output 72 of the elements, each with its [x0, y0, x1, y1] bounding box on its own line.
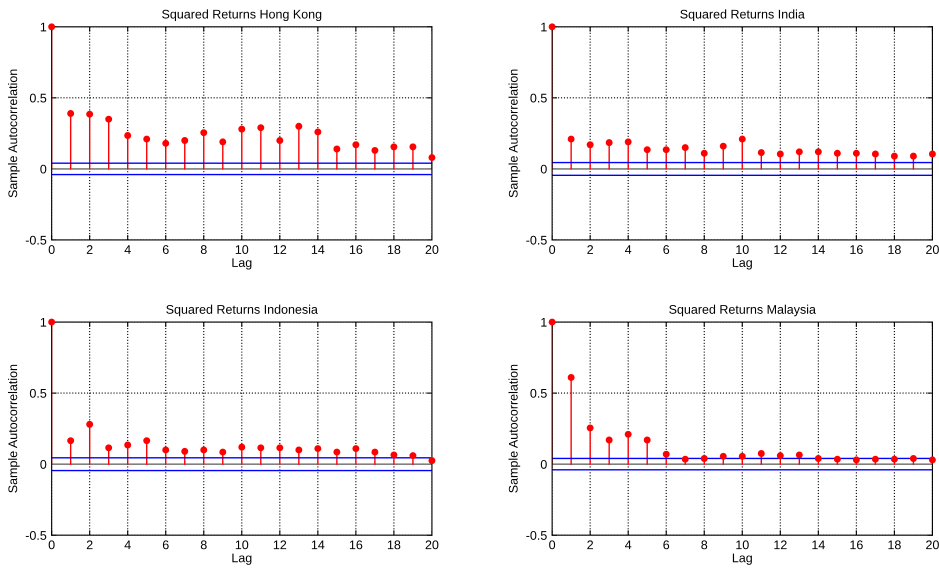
x-axis-title: Lag	[732, 258, 752, 270]
x-tick-label: 6	[162, 540, 169, 550]
y-tick-label: 0.5	[530, 94, 547, 102]
x-tick-label: 4	[124, 245, 131, 254]
y-tick-label: 0.5	[30, 388, 46, 398]
y-tick-label: 0	[540, 164, 547, 174]
x-tick-label: 20	[926, 245, 939, 254]
y-tick-label: 0.5	[30, 94, 46, 102]
x-tick-label: 10	[736, 540, 749, 550]
x-tick-label: 8	[701, 245, 708, 254]
y-tick-label: 0.5	[530, 388, 547, 398]
x-tick-label: 14	[812, 540, 825, 550]
y-tick-label: 1	[541, 318, 547, 327]
y-tick-label: 1	[40, 318, 46, 327]
x-tick-label: 0	[549, 245, 556, 254]
y-tick-label: 1	[541, 22, 547, 32]
y-axis-title: Sample Autocorrelation	[508, 364, 520, 493]
y-axis-title: Sample Autocorrelation	[8, 70, 20, 198]
x-tick-label: 10	[236, 540, 248, 550]
x-tick-label: 20	[926, 540, 939, 550]
x-tick-label: 12	[774, 245, 787, 254]
x-tick-label: 20	[426, 540, 438, 550]
x-tick-label: 2	[587, 540, 594, 550]
x-tick-label: 18	[888, 540, 901, 550]
chart-title: Squared Returns Malaysia	[669, 304, 816, 316]
y-axis-title: Sample Autocorrelation	[508, 70, 520, 198]
y-tick-label: 0	[40, 164, 46, 174]
x-tick-label: 2	[587, 245, 594, 254]
x-tick-label: 0	[48, 245, 55, 254]
x-tick-label: 0	[549, 540, 556, 550]
x-tick-label: 16	[350, 245, 362, 254]
x-axis-title: Lag	[732, 554, 752, 565]
x-tick-label: 6	[663, 245, 670, 254]
y-tick-label: 0	[540, 460, 547, 469]
x-tick-label: 4	[625, 540, 632, 550]
chart-title: Squared Returns Indonesia	[166, 304, 318, 316]
x-tick-label: 16	[350, 540, 362, 550]
y-tick-label: -0.5	[26, 236, 46, 245]
x-tick-label: 14	[812, 245, 825, 254]
y-tick-label: -0.5	[526, 531, 547, 540]
x-tick-label: 16	[850, 540, 863, 550]
x-tick-label: 8	[701, 540, 708, 550]
x-tick-label: 20	[426, 245, 438, 254]
x-tick-label: 4	[625, 245, 632, 254]
x-tick-label: 14	[312, 540, 324, 550]
y-tick-label: -0.5	[26, 531, 46, 540]
y-tick-label: 0	[40, 460, 46, 469]
x-tick-label: 6	[162, 245, 169, 254]
x-tick-label: 10	[736, 245, 749, 254]
x-tick-label: 12	[774, 540, 787, 550]
x-tick-label: 18	[388, 540, 400, 550]
x-tick-label: 8	[200, 540, 207, 550]
x-axis-title: Lag	[232, 554, 252, 565]
x-tick-label: 0	[48, 540, 55, 550]
x-tick-label: 14	[312, 245, 324, 254]
x-axis-title: Lag	[232, 258, 252, 270]
y-tick-label: -0.5	[526, 236, 547, 245]
x-tick-label: 12	[274, 540, 286, 550]
x-tick-label: 6	[663, 540, 670, 550]
x-tick-label: 10	[236, 245, 248, 254]
chart-title: Squared Returns India	[680, 9, 805, 22]
y-tick-label: 1	[40, 22, 46, 32]
x-tick-label: 2	[86, 540, 93, 550]
x-tick-label: 18	[888, 245, 901, 254]
x-tick-label: 12	[274, 245, 286, 254]
x-tick-label: 4	[124, 540, 131, 550]
x-tick-label: 18	[388, 245, 400, 254]
x-tick-label: 16	[850, 245, 863, 254]
x-tick-label: 8	[200, 245, 207, 254]
y-axis-title: Sample Autocorrelation	[8, 364, 20, 493]
chart-title: Squared Returns Hong Kong	[162, 9, 322, 22]
x-tick-label: 2	[86, 245, 93, 254]
